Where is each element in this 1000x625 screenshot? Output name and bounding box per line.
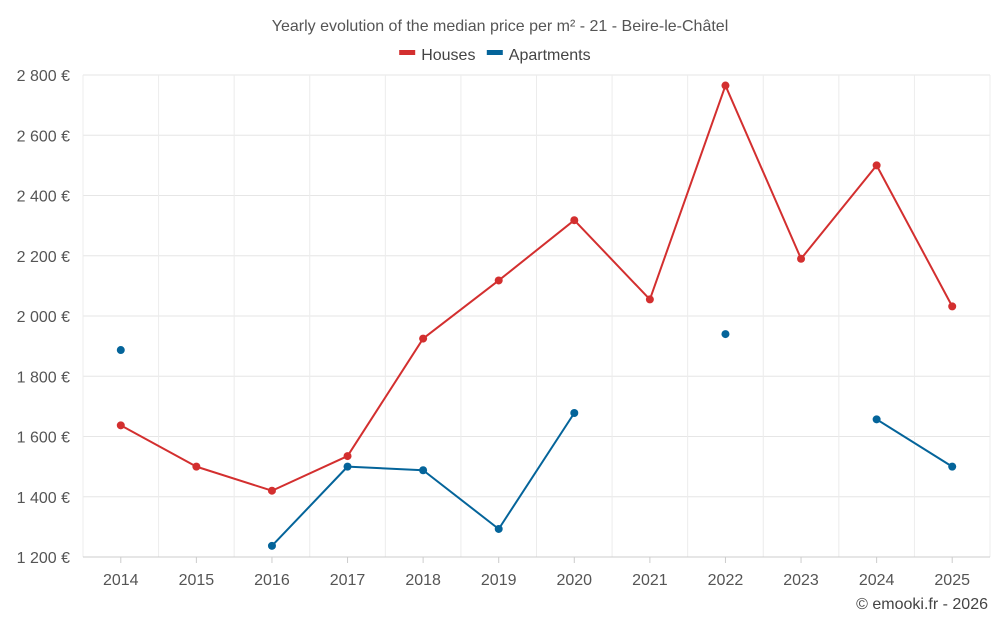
data-point[interactable] <box>343 452 352 461</box>
data-point[interactable] <box>570 216 579 225</box>
data-point[interactable] <box>570 409 579 418</box>
data-point[interactable] <box>948 462 957 471</box>
chart-title: Yearly evolution of the median price per… <box>272 18 729 35</box>
x-tick-label: 2019 <box>481 572 517 589</box>
series-line-segment <box>497 412 576 530</box>
series-line-segment <box>346 465 425 472</box>
y-tick-label: 1 400 € <box>17 490 70 507</box>
series-line-segment <box>422 279 500 340</box>
series-line-segment <box>497 219 576 282</box>
series-line-segment <box>422 469 500 530</box>
data-point[interactable] <box>645 295 654 304</box>
legend-swatch <box>486 50 503 55</box>
data-point[interactable] <box>494 524 503 533</box>
data-point[interactable] <box>872 161 881 170</box>
series-apartments <box>116 330 957 550</box>
x-tick-label: 2015 <box>179 572 215 589</box>
series-line-segment <box>800 164 878 260</box>
x-tick-label: 2018 <box>405 572 441 589</box>
series-line-segment <box>270 455 349 492</box>
y-tick-label: 2 200 € <box>17 249 70 266</box>
data-point[interactable] <box>721 81 730 90</box>
series-line-segment <box>119 424 198 468</box>
legend-item-houses[interactable]: Houses <box>399 47 475 64</box>
y-tick-label: 1 200 € <box>17 550 70 567</box>
series-layer <box>116 81 957 550</box>
data-point[interactable] <box>267 486 276 495</box>
series-line-segment <box>724 84 803 260</box>
data-point[interactable] <box>948 302 957 311</box>
data-point[interactable] <box>872 415 881 424</box>
data-point[interactable] <box>116 346 125 355</box>
series-line-segment <box>875 418 954 468</box>
x-tick-label: 2021 <box>632 572 668 589</box>
data-point[interactable] <box>419 334 428 343</box>
data-point[interactable] <box>797 254 806 263</box>
series-line-segment <box>195 465 273 492</box>
x-tick-label: 2017 <box>330 572 366 589</box>
y-tick-label: 1 800 € <box>17 369 70 386</box>
series-line-segment <box>875 164 954 308</box>
y-tick-label: 2 000 € <box>17 309 70 326</box>
x-tick-label: 2024 <box>859 572 895 589</box>
series-line-segment <box>648 84 727 301</box>
legend-label: Houses <box>421 47 475 64</box>
data-point[interactable] <box>721 330 730 339</box>
x-tick-label: 2016 <box>254 572 290 589</box>
x-tick-label: 2020 <box>556 572 592 589</box>
series-houses <box>116 81 957 495</box>
series-line-segment <box>346 337 425 458</box>
data-point[interactable] <box>192 462 201 471</box>
y-tick-label: 2 600 € <box>17 128 70 145</box>
data-point[interactable] <box>267 541 276 550</box>
data-point[interactable] <box>494 276 503 285</box>
y-tick-label: 2 800 € <box>17 68 70 85</box>
axes: 1 200 € 1 400 € 1 600 € 1 800 € 2 000 € 2 200… <box>17 68 990 589</box>
grid <box>82 74 991 558</box>
legend-label: Apartments <box>509 47 591 64</box>
legend: Houses Apartments <box>399 47 591 64</box>
legend-item-apartments[interactable]: Apartments <box>486 47 591 64</box>
series-line-segment <box>270 465 349 547</box>
x-tick-label: 2023 <box>783 572 819 589</box>
data-point[interactable] <box>419 466 428 475</box>
series-line-segment <box>573 219 651 301</box>
legend-swatch <box>399 50 416 55</box>
data-point[interactable] <box>343 462 352 471</box>
y-tick-label: 1 600 € <box>17 430 70 447</box>
data-point[interactable] <box>116 421 125 430</box>
y-tick-label: 2 400 € <box>17 189 70 206</box>
x-tick-label: 2025 <box>934 572 970 589</box>
x-tick-label: 2022 <box>708 572 744 589</box>
x-tick-label: 2014 <box>103 572 139 589</box>
credit-text: © emooki.fr - 2026 <box>856 596 988 613</box>
